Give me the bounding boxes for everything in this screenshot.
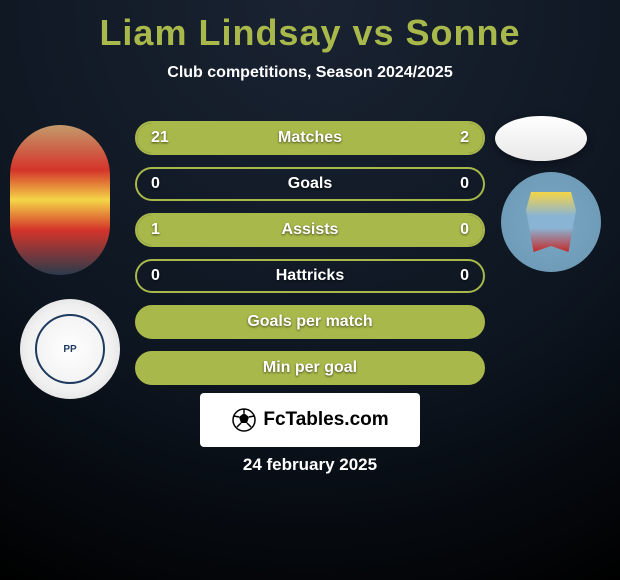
- stats-container: 21 Matches 2 0 Goals 0 1 Assists 0 0 Hat…: [135, 121, 485, 397]
- stat-value-left: 0: [151, 175, 160, 193]
- stat-label: Min per goal: [263, 359, 357, 377]
- stat-value-right: 0: [460, 221, 469, 239]
- page-title: Liam Lindsay vs Sonne: [0, 0, 620, 54]
- stat-value-left: 21: [151, 129, 169, 147]
- date-text: 24 february 2025: [0, 455, 620, 475]
- stat-value-left: 1: [151, 221, 160, 239]
- logo-text: FcTables.com: [263, 409, 388, 431]
- stat-row-goals: 0 Goals 0: [135, 167, 485, 201]
- badge-right-shield: [526, 192, 576, 252]
- stat-row-goals-per-match: Goals per match: [135, 305, 485, 339]
- subtitle: Club competitions, Season 2024/2025: [0, 64, 620, 82]
- stat-row-min-per-goal: Min per goal: [135, 351, 485, 385]
- badge-left-inner: PP: [35, 314, 105, 384]
- stat-value-left: 0: [151, 267, 160, 285]
- stat-value-right: 2: [460, 129, 469, 147]
- logo-box: FcTables.com: [200, 393, 420, 447]
- player-photo-right: [495, 116, 587, 161]
- stat-row-assists: 1 Assists 0: [135, 213, 485, 247]
- soccer-ball-icon: [231, 407, 257, 433]
- stat-value-right: 0: [460, 175, 469, 193]
- stat-label: Goals: [288, 175, 332, 193]
- stat-label: Assists: [282, 221, 339, 239]
- player-photo-left: [10, 125, 110, 275]
- stat-value-right: 0: [460, 267, 469, 285]
- stat-row-matches: 21 Matches 2: [135, 121, 485, 155]
- stat-label: Matches: [278, 129, 342, 147]
- badge-left-text: PP: [63, 344, 76, 355]
- stat-label: Goals per match: [247, 313, 372, 331]
- club-badge-right: [501, 172, 601, 272]
- stat-row-hattricks: 0 Hattricks 0: [135, 259, 485, 293]
- club-badge-left: PP: [20, 299, 120, 399]
- stat-label: Hattricks: [276, 267, 344, 285]
